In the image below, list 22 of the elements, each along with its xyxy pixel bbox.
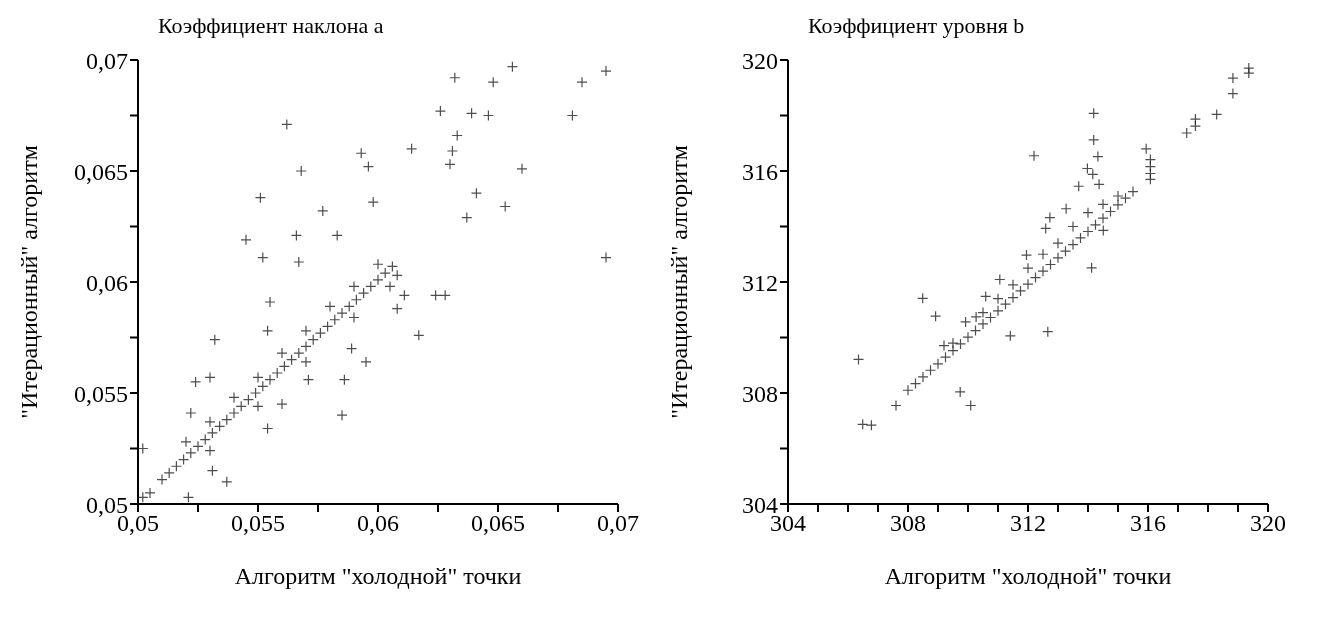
x-tick-label: 0,065 xyxy=(471,510,525,537)
x-tick-label: 308 xyxy=(890,510,926,537)
y-tick-label: 0,07 xyxy=(86,47,128,74)
y-tick-label: 316 xyxy=(742,158,778,185)
x-axis-title: Алгоритм "холодной" точки xyxy=(234,563,522,589)
x-tick-label: 0,06 xyxy=(357,510,399,537)
y-tick-label: 0,06 xyxy=(86,269,128,296)
y-tick-label: 320 xyxy=(742,47,778,74)
x-axis-title: Алгоритм "холодной" точки xyxy=(884,563,1172,589)
y-tick-label: 0,065 xyxy=(74,158,128,185)
chart-title: Коэффициент наклона a xyxy=(158,12,385,40)
chart-title: Коэффициент уровня b xyxy=(808,12,1026,40)
x-tick-label: 316 xyxy=(1130,510,1166,537)
x-tick-label: 312 xyxy=(1010,510,1046,537)
y-tick-label: 308 xyxy=(742,380,778,407)
y-tick-label: 0,055 xyxy=(74,380,128,407)
x-tick-label: 0,07 xyxy=(597,510,639,537)
y-axis-title: "Итерационный" алгоритм xyxy=(15,145,42,419)
x-tick-label: 320 xyxy=(1250,510,1286,537)
x-tick-label: 0,055 xyxy=(231,510,285,537)
y-axis-title: "Итерационный" алгоритм xyxy=(665,145,692,419)
y-tick-label: 312 xyxy=(742,269,778,296)
